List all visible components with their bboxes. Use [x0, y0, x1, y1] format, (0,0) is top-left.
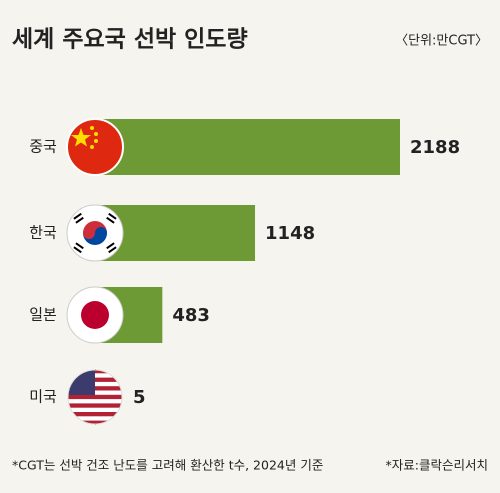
bars: [95, 119, 400, 425]
category-label: 한국: [29, 224, 57, 242]
flag-japan: [66, 286, 124, 344]
value-label: 2188: [410, 137, 460, 158]
bar: [95, 119, 400, 175]
source: *자료:클락슨리서치: [386, 458, 488, 473]
flag-china: [66, 118, 124, 176]
flag-korea: [66, 204, 124, 262]
unit-note: 〈단위:만CGT〉: [395, 34, 488, 49]
category-label: 미국: [29, 388, 57, 406]
flag-usa: [67, 369, 123, 425]
value-label: 1148: [265, 223, 315, 244]
value-label: 483: [172, 305, 210, 326]
chart-title: 세계 주요국 선박 인도량: [12, 27, 248, 53]
footnote: *CGT는 선박 건조 난도를 고려해 환산한 t수, 2024년 기준: [12, 458, 323, 473]
flags: [66, 118, 124, 425]
category-label: 일본: [29, 306, 57, 324]
category-label: 중국: [29, 138, 57, 156]
value-label: 5: [133, 387, 146, 408]
